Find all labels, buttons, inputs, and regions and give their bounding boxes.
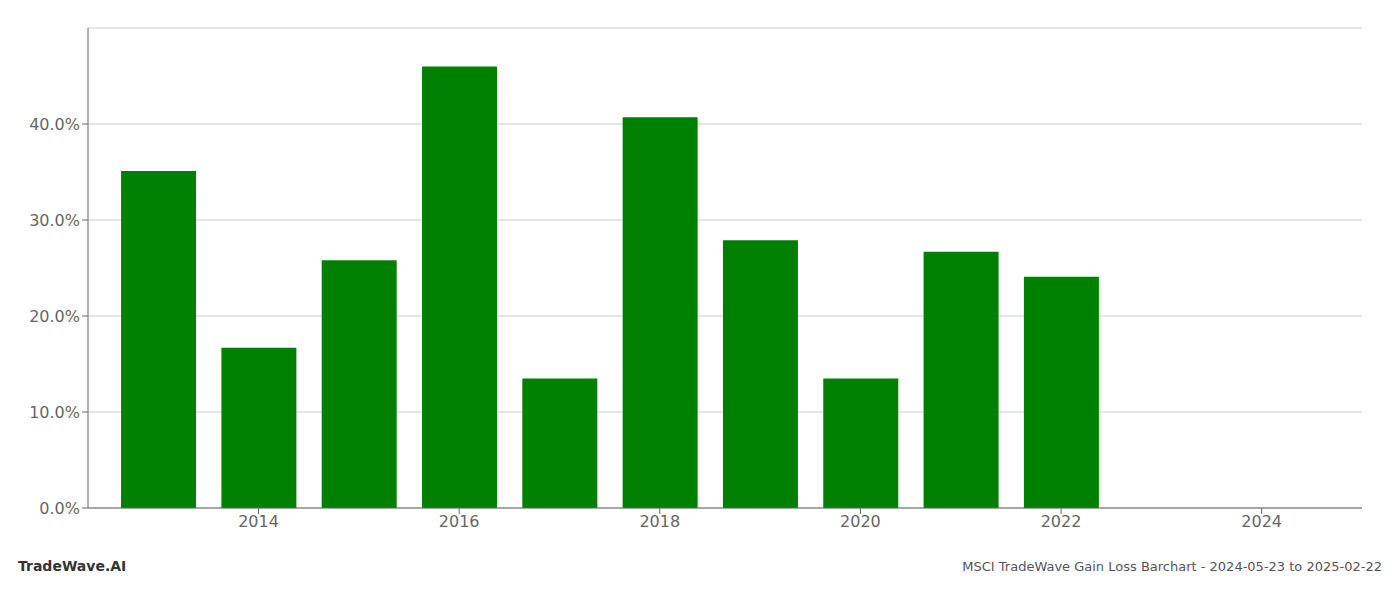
- svg-text:40.0%: 40.0%: [29, 115, 80, 134]
- svg-text:30.0%: 30.0%: [29, 211, 80, 230]
- svg-text:2014: 2014: [238, 512, 279, 531]
- svg-text:20.0%: 20.0%: [29, 307, 80, 326]
- svg-text:2022: 2022: [1041, 512, 1082, 531]
- svg-text:2024: 2024: [1241, 512, 1282, 531]
- svg-text:10.0%: 10.0%: [29, 403, 80, 422]
- svg-text:0.0%: 0.0%: [39, 499, 80, 518]
- svg-text:2020: 2020: [840, 512, 881, 531]
- svg-text:2016: 2016: [439, 512, 480, 531]
- svg-text:2018: 2018: [639, 512, 680, 531]
- html-text:TradeWave.AI: TradeWave.AI: [18, 558, 127, 574]
- html-text:MSCI TradeWave Gain Loss Barch: MSCI TradeWave Gain Loss Barchart - 2024…: [962, 559, 1382, 574]
